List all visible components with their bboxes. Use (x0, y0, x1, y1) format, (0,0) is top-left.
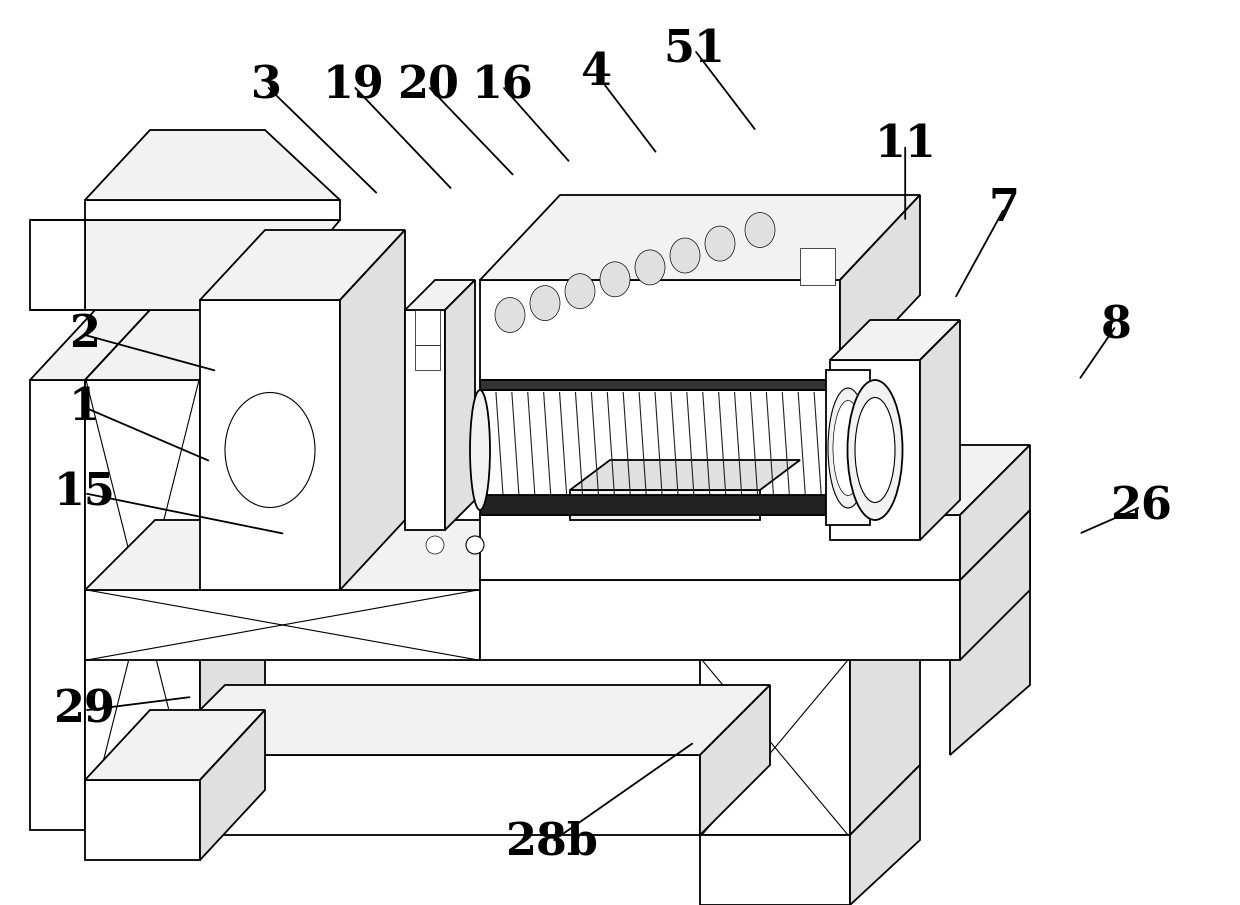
Polygon shape (200, 230, 405, 300)
Polygon shape (830, 320, 960, 360)
Text: 8: 8 (1101, 304, 1131, 348)
Polygon shape (960, 445, 1030, 580)
Polygon shape (155, 755, 701, 835)
Polygon shape (86, 710, 265, 780)
Ellipse shape (427, 536, 444, 554)
Ellipse shape (470, 390, 490, 510)
Polygon shape (839, 195, 920, 380)
Text: 20: 20 (397, 64, 459, 108)
Text: 26: 26 (1110, 485, 1172, 529)
Polygon shape (445, 280, 475, 530)
Ellipse shape (224, 393, 315, 508)
Polygon shape (950, 510, 1030, 755)
Polygon shape (480, 380, 830, 390)
Polygon shape (340, 230, 405, 590)
Ellipse shape (670, 238, 701, 273)
Polygon shape (86, 200, 340, 220)
Polygon shape (849, 765, 920, 905)
Polygon shape (701, 835, 849, 905)
Text: 7: 7 (990, 186, 1021, 230)
Polygon shape (480, 390, 830, 510)
Polygon shape (86, 780, 200, 860)
Polygon shape (920, 320, 960, 540)
Polygon shape (480, 510, 1030, 580)
Polygon shape (200, 710, 265, 860)
Polygon shape (200, 310, 265, 830)
Polygon shape (200, 300, 340, 590)
Polygon shape (405, 280, 475, 310)
Polygon shape (826, 370, 870, 525)
Polygon shape (86, 310, 265, 380)
Text: 29: 29 (53, 689, 115, 732)
Polygon shape (86, 520, 551, 590)
Polygon shape (30, 220, 86, 310)
Polygon shape (405, 310, 445, 530)
Polygon shape (849, 590, 920, 835)
Polygon shape (830, 360, 920, 540)
Polygon shape (415, 345, 440, 370)
Ellipse shape (847, 380, 903, 520)
Polygon shape (570, 460, 800, 490)
Polygon shape (30, 380, 86, 830)
Polygon shape (155, 685, 770, 755)
Text: 19: 19 (322, 64, 384, 108)
Polygon shape (701, 660, 849, 835)
Text: 1: 1 (69, 386, 99, 429)
Ellipse shape (600, 262, 630, 297)
Ellipse shape (529, 286, 560, 320)
Ellipse shape (635, 250, 665, 285)
Text: 3: 3 (250, 64, 283, 108)
Ellipse shape (833, 401, 863, 496)
Polygon shape (30, 310, 150, 380)
Ellipse shape (706, 226, 735, 262)
Ellipse shape (828, 388, 868, 508)
Polygon shape (960, 510, 1030, 660)
Text: 28b: 28b (506, 820, 598, 863)
Text: 15: 15 (53, 472, 115, 515)
Polygon shape (480, 520, 551, 660)
Ellipse shape (745, 213, 775, 247)
Ellipse shape (495, 298, 525, 332)
Text: 16: 16 (471, 64, 533, 108)
Polygon shape (480, 495, 830, 515)
Polygon shape (480, 280, 839, 380)
Ellipse shape (466, 536, 484, 554)
Polygon shape (480, 195, 920, 280)
Polygon shape (701, 685, 770, 835)
Ellipse shape (565, 273, 595, 309)
Polygon shape (570, 490, 760, 520)
Polygon shape (480, 515, 960, 580)
Text: 11: 11 (874, 123, 936, 167)
Polygon shape (86, 380, 200, 830)
Polygon shape (415, 310, 440, 345)
Polygon shape (480, 445, 1030, 515)
Polygon shape (480, 580, 960, 660)
Ellipse shape (856, 397, 895, 502)
Polygon shape (86, 130, 340, 200)
Polygon shape (86, 220, 340, 310)
Polygon shape (86, 590, 480, 660)
Text: 51: 51 (663, 28, 725, 71)
Polygon shape (800, 248, 835, 285)
Text: 2: 2 (69, 313, 99, 357)
Text: 4: 4 (579, 51, 611, 94)
